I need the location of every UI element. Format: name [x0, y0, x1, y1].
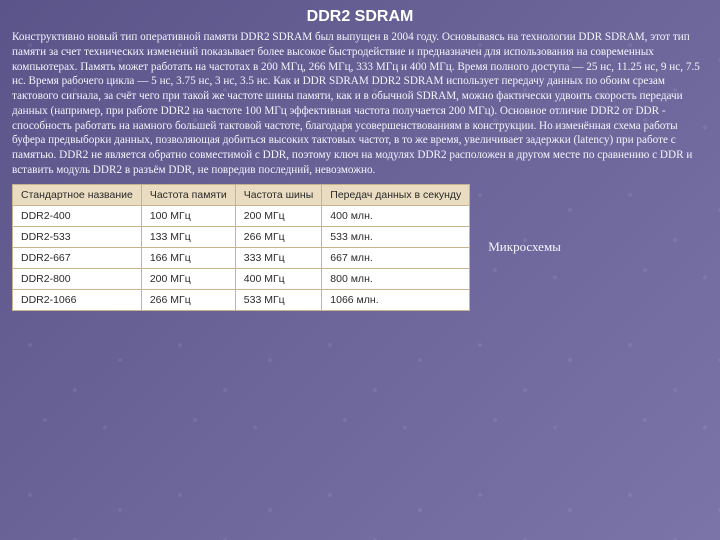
cell: DDR2-800 [13, 268, 142, 289]
cell: DDR2-1066 [13, 289, 142, 310]
col-memory-freq: Частота памяти [141, 184, 235, 205]
table-row: DDR2-800 200 МГц 400 МГц 800 млн. [13, 268, 470, 289]
cell: 200 МГц [141, 268, 235, 289]
table-row: DDR2-400 100 МГц 200 МГц 400 млн. [13, 205, 470, 226]
cell: 800 млн. [322, 268, 470, 289]
cell: 166 МГц [141, 247, 235, 268]
cell: DDR2-400 [13, 205, 142, 226]
cell: 266 МГц [235, 226, 321, 247]
body-paragraph: Конструктивно новый тип оперативной памя… [12, 30, 708, 178]
cell: 200 МГц [235, 205, 321, 226]
cell: 133 МГц [141, 226, 235, 247]
cell: 533 млн. [322, 226, 470, 247]
cell: 266 МГц [141, 289, 235, 310]
table-row: DDR2-667 166 МГц 333 МГц 667 млн. [13, 247, 470, 268]
cell: 333 МГц [235, 247, 321, 268]
table-header-row: Стандартное название Частота памяти Част… [13, 184, 470, 205]
cell: 100 МГц [141, 205, 235, 226]
col-transfers: Передач данных в секунду [322, 184, 470, 205]
col-bus-freq: Частота шины [235, 184, 321, 205]
cell: 400 МГц [235, 268, 321, 289]
col-standard-name: Стандартное название [13, 184, 142, 205]
side-label-microchips: Микросхемы [488, 239, 561, 255]
cell: 533 МГц [235, 289, 321, 310]
cell: DDR2-533 [13, 226, 142, 247]
table-row: DDR2-1066 266 МГц 533 МГц 1066 млн. [13, 289, 470, 310]
slide-content: DDR2 SDRAM Конструктивно новый тип опера… [0, 0, 720, 321]
table-row: DDR2-533 133 МГц 266 МГц 533 млн. [13, 226, 470, 247]
ddr2-spec-table: Стандартное название Частота памяти Част… [12, 184, 470, 311]
table-section: Стандартное название Частота памяти Част… [12, 184, 708, 311]
cell: 400 млн. [322, 205, 470, 226]
cell: DDR2-667 [13, 247, 142, 268]
cell: 667 млн. [322, 247, 470, 268]
slide-title: DDR2 SDRAM [12, 8, 708, 26]
cell: 1066 млн. [322, 289, 470, 310]
